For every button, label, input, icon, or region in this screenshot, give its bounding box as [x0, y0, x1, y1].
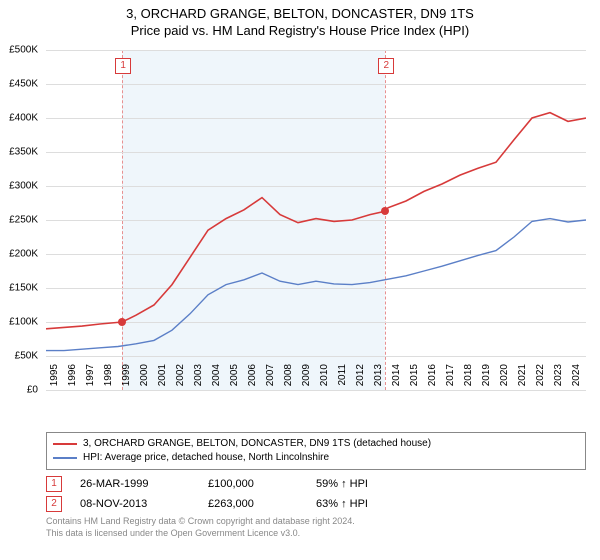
- legend-swatch: [53, 457, 77, 459]
- transaction-point: [381, 207, 389, 215]
- legend-item: 3, ORCHARD GRANGE, BELTON, DONCASTER, DN…: [53, 437, 579, 451]
- legend-swatch: [53, 443, 77, 445]
- title-subtitle: Price paid vs. HM Land Registry's House …: [0, 23, 600, 40]
- title-address: 3, ORCHARD GRANGE, BELTON, DONCASTER, DN…: [0, 6, 600, 23]
- legend-and-footer: 3, ORCHARD GRANGE, BELTON, DONCASTER, DN…: [46, 432, 586, 539]
- footer-line-2: This data is licensed under the Open Gov…: [46, 528, 586, 540]
- transaction-hpi-delta: 59% ↑ HPI: [316, 478, 406, 490]
- y-axis-label: £400K: [9, 113, 38, 124]
- transaction-row: 2 08-NOV-2013 £263,000 63% ↑ HPI: [46, 496, 586, 512]
- transaction-price: £263,000: [208, 498, 298, 510]
- plot-area: 12: [46, 50, 586, 391]
- chart-area: 12 £0£50K£100K£150K£200K£250K£300K£350K£…: [46, 50, 586, 420]
- series-hpi: [46, 219, 586, 351]
- y-axis-label: £500K: [9, 45, 38, 56]
- chart-title: 3, ORCHARD GRANGE, BELTON, DONCASTER, DN…: [0, 0, 600, 40]
- y-axis-label: £0: [27, 385, 38, 396]
- y-axis-label: £200K: [9, 249, 38, 260]
- transaction-date: 08-NOV-2013: [80, 498, 190, 510]
- transaction-marker: 2: [378, 58, 394, 74]
- y-axis-label: £100K: [9, 317, 38, 328]
- transaction-price: £100,000: [208, 478, 298, 490]
- transaction-table: 1 26-MAR-1999 £100,000 59% ↑ HPI 2 08-NOV-201…: [46, 476, 586, 512]
- series-property: [46, 113, 586, 329]
- legend-label: 3, ORCHARD GRANGE, BELTON, DONCASTER, DN…: [83, 437, 431, 451]
- y-axis-label: £150K: [9, 283, 38, 294]
- y-axis-label: £350K: [9, 147, 38, 158]
- transaction-row: 1 26-MAR-1999 £100,000 59% ↑ HPI: [46, 476, 586, 492]
- legend-box: 3, ORCHARD GRANGE, BELTON, DONCASTER, DN…: [46, 432, 586, 470]
- line-svg: [46, 50, 586, 390]
- transaction-point: [118, 318, 126, 326]
- y-axis-label: £450K: [9, 79, 38, 90]
- chart-container: 3, ORCHARD GRANGE, BELTON, DONCASTER, DN…: [0, 0, 600, 560]
- y-axis-label: £50K: [15, 351, 38, 362]
- footer-line-1: Contains HM Land Registry data © Crown c…: [46, 516, 586, 528]
- transaction-hpi-delta: 63% ↑ HPI: [316, 498, 406, 510]
- y-axis-label: £300K: [9, 181, 38, 192]
- transaction-marker: 1: [115, 58, 131, 74]
- legend-label: HPI: Average price, detached house, Nort…: [83, 451, 329, 465]
- y-axis-label: £250K: [9, 215, 38, 226]
- transaction-date: 26-MAR-1999: [80, 478, 190, 490]
- legend-item: HPI: Average price, detached house, Nort…: [53, 451, 579, 465]
- transaction-index-box: 1: [46, 476, 62, 492]
- transaction-index-box: 2: [46, 496, 62, 512]
- footer-attribution: Contains HM Land Registry data © Crown c…: [46, 516, 586, 539]
